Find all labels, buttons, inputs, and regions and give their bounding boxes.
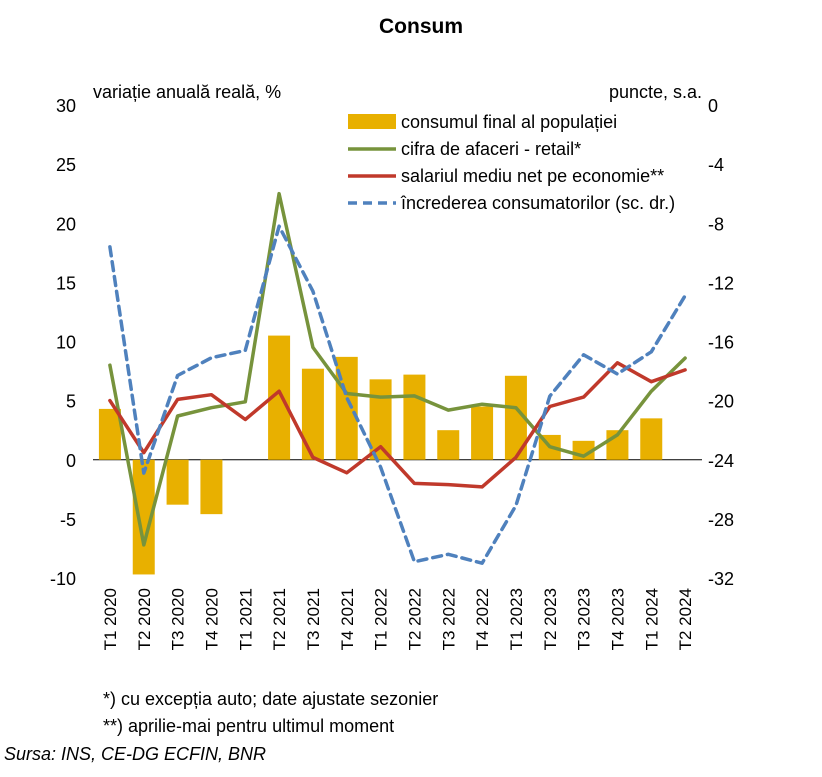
line-retail-turnover [108,191,687,547]
right-tick-label: -32 [708,569,734,589]
bar-consum-final [471,406,494,460]
category-label: T1 2022 [372,588,391,650]
category-label: T4 2022 [473,588,492,650]
left-tick-label: 20 [56,214,76,234]
category-label: T4 2021 [338,588,357,650]
bar-consum-final [504,375,527,460]
right-tick-label: 0 [708,96,718,116]
left-axis-label: variație anuală reală, % [93,82,281,102]
bar-consum-final [437,430,460,460]
line-net-wage [108,361,687,489]
line-consumer-confidence [108,224,687,565]
left-tick-label: 5 [66,392,76,412]
category-label: T1 2023 [507,588,526,650]
left-tick-label: 15 [56,273,76,293]
legend: consumul final al populației cifra de afa… [348,112,675,213]
category-label: T1 2024 [642,588,661,650]
category-label: T1 2020 [101,588,120,650]
bar-consum-final [369,379,392,460]
footnote-2: **) aprilie-mai pentru ultimul moment [103,716,395,736]
category-label: T4 2020 [202,588,221,650]
bar-consum-final [640,418,663,460]
right-tick-label: -24 [708,451,734,471]
bar-consum-final [166,459,189,505]
legend-label: salariul mediu net pe economie** [401,166,664,186]
category-label: T3 2020 [169,588,188,650]
plot-area: -10 -5 0 5 10 15 20 25 30 -32 -28 -24 -20 -16 -12 -8 -4 0… [50,96,734,650]
category-label: T3 2021 [304,588,323,650]
legend-label: încrederea consumatorilor (sc. dr.) [400,193,675,213]
bar-consum-final [335,356,358,460]
bar-consum-final [301,368,324,460]
category-label: T3 2023 [575,588,594,650]
category-label: T2 2021 [270,588,289,650]
left-tick-label: 25 [56,155,76,175]
left-tick-label: -5 [60,510,76,530]
legend-swatch-bar [348,114,396,129]
chart-title: Consum [379,15,463,38]
bar-consum-final [132,459,155,575]
consum-chart: Consum variație anuală reală, % puncte, … [50,15,734,650]
left-tick-label: 30 [56,96,76,116]
bar-consum-final [403,374,426,460]
footnote-1: *) cu excepția auto; date ajustate sezon… [103,689,439,709]
right-tick-label: -28 [708,510,734,530]
right-tick-label: -12 [708,273,734,293]
right-tick-label: -20 [708,392,734,412]
category-label: T2 2023 [541,588,560,650]
right-axis-label: puncte, s.a. [609,82,702,102]
category-label: T2 2022 [405,588,424,650]
left-tick-label: 0 [66,451,76,471]
bar-consum-final [200,459,223,515]
left-tick-label: -10 [50,569,76,589]
legend-label: cifra de afaceri - retail* [401,139,581,159]
bar-consum-final [98,408,121,460]
legend-label: consumul final al populației [401,112,617,132]
category-label: T1 2021 [236,588,255,650]
bar-consum-final [268,335,291,460]
right-tick-label: -8 [708,214,724,234]
right-tick-label: -16 [708,333,734,353]
category-label: T4 2023 [608,588,627,650]
category-label: T3 2022 [439,588,458,650]
source-note: Sursa: INS, CE-DG ECFIN, BNR [4,744,267,764]
category-label: T2 2020 [135,588,154,650]
left-tick-label: 10 [56,333,76,353]
right-tick-label: -4 [708,155,724,175]
category-label: T2 2024 [676,588,695,650]
